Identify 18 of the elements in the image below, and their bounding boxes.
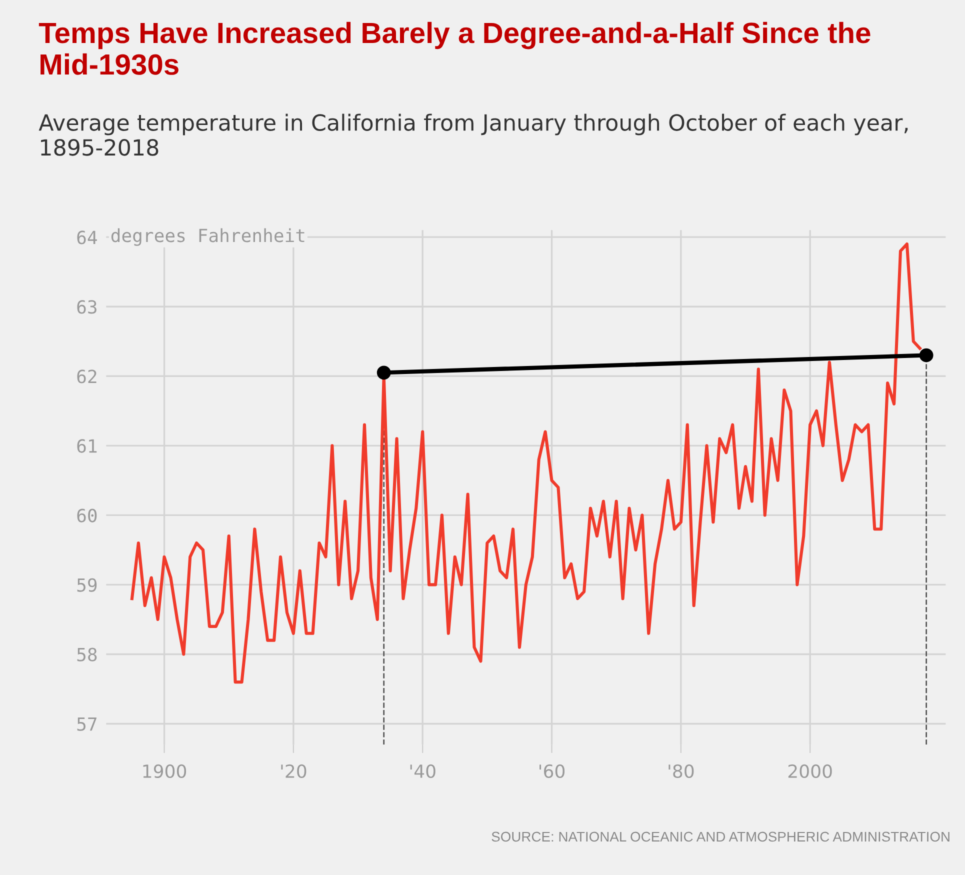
y-tick-label: 64 [77, 230, 97, 244]
x-tick-label: '40 [410, 764, 436, 778]
y-tick-label: 57 [77, 718, 96, 731]
x-tick-label: '60 [540, 764, 565, 778]
y-tick-label: 62 [77, 370, 96, 384]
y-tick-label: 63 [77, 300, 96, 314]
x-tick-label: 1900 [143, 764, 186, 778]
x-tick-label: '80 [668, 764, 694, 778]
y-tick-label: 60 [77, 508, 97, 522]
y-tick-label: 61 [77, 439, 97, 453]
x-tick-label: '20 [281, 764, 306, 778]
x-tick-label: 2000 [788, 764, 832, 778]
source-note: SOURCE: NATIONAL OCEANIC AND ATMOSPHERIC ADMINISTRATION [492, 832, 950, 842]
y-tick-label: 58 [77, 648, 97, 662]
y-axis-title: degrees Fahrenheit [111, 228, 304, 246]
chart-title: Temps Have Increased Barely a Degree-and-a-Half Since the Mid-1930s [38, 22, 870, 75]
chart-subtitle: Average temperature in California from January through October of each year, 1895-2018 [38, 114, 908, 156]
y-tick-label: 59 [77, 578, 97, 592]
